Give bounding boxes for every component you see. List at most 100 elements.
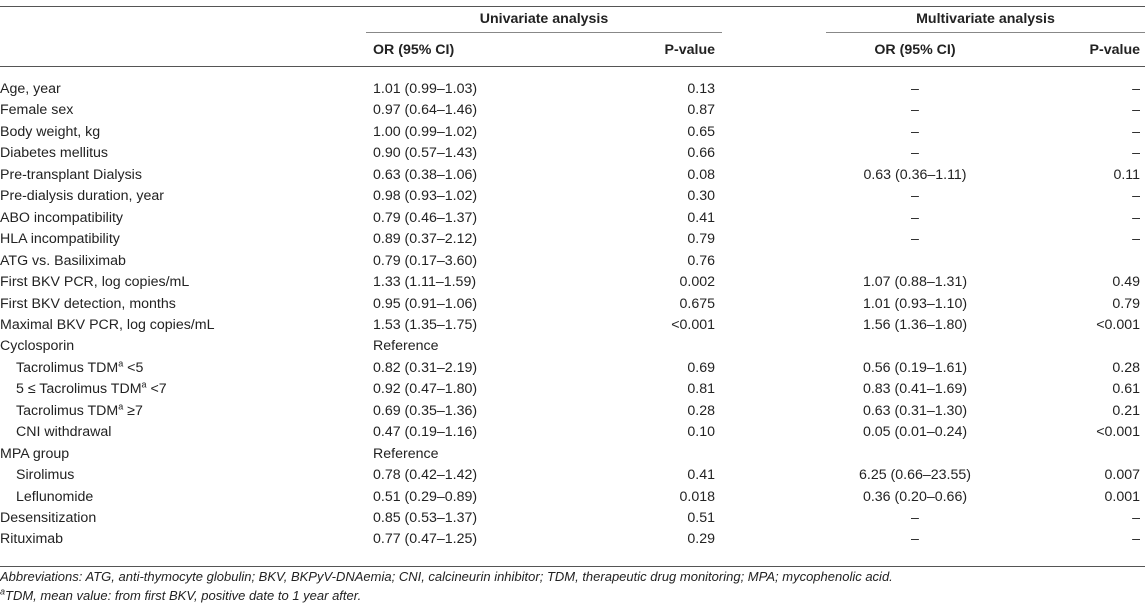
multivariate-pvalue-cell: – (1132, 124, 1140, 140)
row-label: Maximal BKV PCR, log copies/mL (0, 317, 215, 333)
univariate-or-cell: 0.47 (0.19–1.16) (373, 424, 478, 440)
multivariate-or-cell: – (911, 81, 919, 97)
multivariate-or-cell: 0.83 (0.41–1.69) (862, 381, 968, 397)
multivariate-pvalue-cell: – (1132, 188, 1140, 204)
multivariate-underline (826, 32, 1145, 33)
univariate-pvalue-cell: 0.41 (687, 210, 715, 226)
univariate-pvalue-cell: 0.10 (687, 424, 715, 440)
univariate-or-cell: 0.77 (0.47–1.25) (373, 531, 478, 547)
multivariate-or-header: OR (95% CI) (874, 42, 956, 58)
univariate-header: Univariate analysis (479, 11, 609, 27)
univariate-or-cell: 0.82 (0.31–2.19) (373, 360, 478, 376)
univariate-or-cell: 0.85 (0.53–1.37) (373, 510, 478, 526)
row-label: Cyclosporin (0, 338, 75, 354)
multivariate-or-cell: – (911, 188, 919, 204)
univariate-or-cell: Reference (373, 446, 439, 462)
univariate-pvalue-cell: 0.65 (687, 124, 715, 140)
table-bottom-rule (0, 566, 1145, 567)
univariate-pvalue-cell: 0.51 (687, 510, 715, 526)
univariate-or-cell: 0.97 (0.64–1.46) (373, 102, 478, 118)
multivariate-pvalue-cell: – (1132, 210, 1140, 226)
univariate-or-cell: 0.90 (0.57–1.43) (373, 145, 478, 161)
row-label: Desensitization (0, 510, 97, 526)
footnote-marker: a (118, 358, 124, 369)
univariate-pvalue-cell: <0.001 (671, 317, 715, 333)
tdm-footnote: aTDM, mean value: from first BKV, positi… (0, 587, 361, 605)
row-label-text: 5 ≤ Tacrolimus TDM (16, 381, 142, 397)
univariate-or-cell: 0.69 (0.35–1.36) (373, 403, 478, 419)
univariate-or-cell: 0.78 (0.42–1.42) (373, 467, 478, 483)
row-label-suffix: <7 (146, 381, 167, 397)
univariate-pvalue-header: P-value (664, 42, 715, 58)
univariate-or-cell: 0.63 (0.38–1.06) (373, 167, 478, 183)
row-label: 5 ≤ Tacrolimus TDMa <7 (16, 379, 167, 399)
header-bottom-rule (0, 66, 1145, 67)
univariate-pvalue-cell: 0.81 (687, 381, 715, 397)
row-label-suffix: <5 (123, 360, 144, 376)
row-label-text: Tacrolimus TDM (16, 403, 119, 419)
univariate-pvalue-cell: 0.08 (687, 167, 715, 183)
row-label: Tacrolimus TDMa <5 (16, 358, 143, 378)
multivariate-pvalue-cell: – (1132, 531, 1140, 547)
multivariate-pvalue-cell: – (1132, 145, 1140, 161)
multivariate-pvalue-cell: 0.007 (1104, 467, 1140, 483)
multivariate-pvalue-cell: 0.61 (1112, 381, 1140, 397)
multivariate-pvalue-cell: 0.001 (1104, 489, 1140, 505)
univariate-or-cell: 0.79 (0.17–3.60) (373, 253, 478, 269)
row-label-text: Tacrolimus TDM (16, 360, 119, 376)
univariate-pvalue-cell: 0.66 (687, 145, 715, 161)
multivariate-or-cell: – (911, 531, 919, 547)
multivariate-pvalue-cell: 0.28 (1112, 360, 1140, 376)
tdm-footnote-text: TDM, mean value: from first BKV, positiv… (5, 588, 362, 603)
footnote-marker: a (118, 401, 124, 412)
row-label: First BKV detection, months (0, 296, 176, 312)
row-label: HLA incompatibility (0, 231, 120, 247)
univariate-or-cell: 1.01 (0.99–1.03) (373, 81, 478, 97)
multivariate-or-cell: 1.01 (0.93–1.10) (862, 296, 968, 312)
multivariate-or-cell: – (911, 145, 919, 161)
row-label: First BKV PCR, log copies/mL (0, 274, 190, 290)
row-label: MPA group (0, 446, 70, 462)
multivariate-or-cell: – (911, 510, 919, 526)
multivariate-or-cell: – (911, 124, 919, 140)
row-label: Leflunomide (16, 489, 94, 505)
univariate-or-cell: 0.89 (0.37–2.12) (373, 231, 478, 247)
multivariate-header: Multivariate analysis (916, 11, 1055, 27)
multivariate-pvalue-cell: <0.001 (1096, 317, 1140, 333)
univariate-pvalue-cell: 0.28 (687, 403, 715, 419)
row-label: Female sex (0, 102, 74, 118)
multivariate-or-cell: 0.63 (0.31–1.30) (862, 403, 968, 419)
univariate-or-cell: Reference (373, 338, 439, 354)
univariate-or-cell: 0.79 (0.46–1.37) (373, 210, 478, 226)
multivariate-pvalue-cell: <0.001 (1096, 424, 1140, 440)
multivariate-pvalue-cell: – (1132, 102, 1140, 118)
multivariate-or-cell: 6.25 (0.66–23.55) (858, 467, 971, 483)
multivariate-or-cell: – (911, 210, 919, 226)
multivariate-or-cell: – (911, 102, 919, 118)
univariate-pvalue-cell: 0.29 (687, 531, 715, 547)
row-label: Tacrolimus TDMa ≥7 (16, 401, 143, 421)
univariate-or-cell: 0.92 (0.47–1.80) (373, 381, 478, 397)
univariate-or-cell: 0.98 (0.93–1.02) (373, 188, 478, 204)
univariate-or-cell: 1.33 (1.11–1.59) (373, 274, 477, 290)
abbreviations-footnote: Abbreviations: ATG, anti-thymocyte globu… (0, 569, 893, 584)
univariate-pvalue-cell: 0.76 (687, 253, 715, 269)
multivariate-pvalue-cell: 0.79 (1112, 296, 1140, 312)
univariate-or-cell: 1.53 (1.35–1.75) (373, 317, 478, 333)
univariate-pvalue-cell: 0.41 (687, 467, 715, 483)
univariate-pvalue-cell: 0.87 (687, 102, 715, 118)
univariate-pvalue-cell: 0.675 (679, 296, 715, 312)
footnote-marker: a (141, 379, 147, 390)
univariate-pvalue-cell: 0.002 (679, 274, 715, 290)
univariate-pvalue-cell: 0.69 (687, 360, 715, 376)
row-label: Sirolimus (16, 467, 75, 483)
tdm-footnote-marker: a (0, 586, 6, 597)
row-label-suffix: ≥7 (123, 403, 143, 419)
row-label: Rituximab (0, 531, 64, 547)
row-label: Pre-dialysis duration, year (0, 188, 165, 204)
univariate-pvalue-cell: 0.30 (687, 188, 715, 204)
univariate-underline (366, 32, 722, 33)
multivariate-pvalue-cell: 0.11 (1113, 167, 1140, 183)
multivariate-pvalue-cell: – (1132, 81, 1140, 97)
row-label: CNI withdrawal (16, 424, 112, 440)
